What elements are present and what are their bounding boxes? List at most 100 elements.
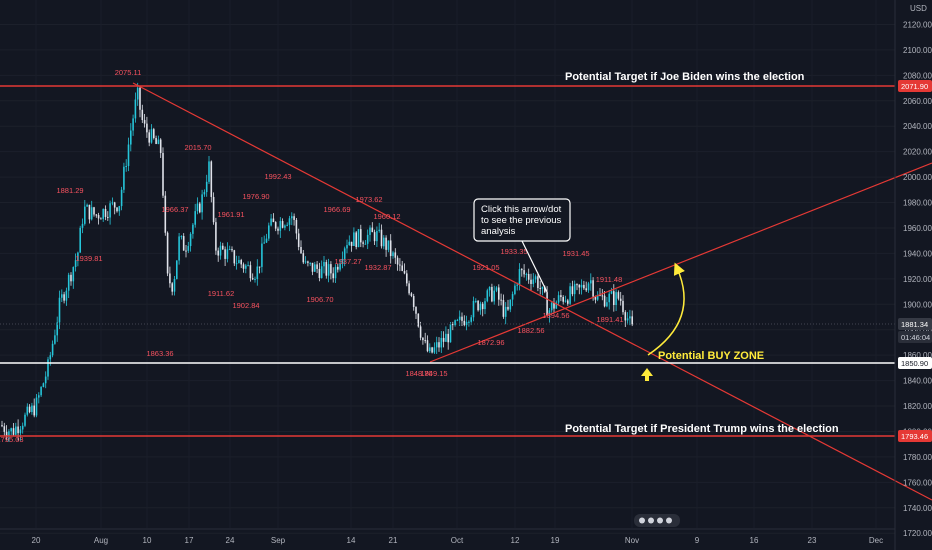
peak-label: 1921.05 bbox=[472, 263, 499, 272]
candle-body bbox=[564, 300, 567, 302]
time-tick-label: 21 bbox=[389, 536, 398, 545]
candle-body bbox=[194, 211, 196, 225]
candle-body bbox=[272, 218, 275, 223]
analysis-callout[interactable]: Click this arrow/dot to see the previous… bbox=[473, 198, 571, 293]
candle-body bbox=[406, 273, 408, 284]
candle-body bbox=[182, 236, 185, 251]
last-price-tag-text: 1881.34 bbox=[901, 320, 928, 329]
candle-body bbox=[215, 222, 217, 251]
candle-body bbox=[109, 203, 111, 218]
price-tick-label: 1780.00 bbox=[903, 453, 932, 462]
candle-body bbox=[452, 323, 454, 326]
time-tick-label: Nov bbox=[625, 536, 639, 545]
price-tick-label: 1820.00 bbox=[903, 402, 932, 411]
price-tick-label: 2040.00 bbox=[903, 122, 932, 131]
candle-body bbox=[286, 224, 288, 226]
trump-target-tag-text: 1793.46 bbox=[901, 432, 928, 441]
candle-body bbox=[295, 219, 298, 234]
candle-body bbox=[297, 233, 300, 248]
candle-body bbox=[24, 414, 26, 426]
candle-body bbox=[410, 293, 413, 296]
candle-body bbox=[472, 300, 475, 318]
candle-body bbox=[208, 161, 210, 182]
candle-body bbox=[583, 284, 585, 289]
candle-body bbox=[576, 284, 578, 286]
candle-body bbox=[77, 252, 79, 261]
candle-body bbox=[258, 266, 261, 268]
candle-body bbox=[51, 343, 54, 356]
candle-body bbox=[240, 260, 242, 265]
candle-body bbox=[86, 204, 88, 207]
candle-body bbox=[419, 326, 422, 338]
candle-body bbox=[447, 333, 449, 343]
price-axis[interactable]: 1720.001740.001760.001780.001800.001820.… bbox=[903, 20, 932, 538]
candle-body bbox=[521, 269, 523, 271]
time-tick-label: 16 bbox=[750, 536, 759, 545]
time-tick-label: 10 bbox=[143, 536, 152, 545]
candle-body bbox=[422, 337, 424, 341]
candles bbox=[1, 82, 633, 442]
candle-body bbox=[120, 189, 123, 207]
price-tick-label: 1900.00 bbox=[903, 300, 932, 309]
candle-body bbox=[544, 286, 546, 293]
candle-body bbox=[166, 232, 169, 274]
candle-body bbox=[19, 429, 22, 434]
candle-body bbox=[235, 263, 238, 265]
candle-body bbox=[233, 250, 236, 264]
candle-body bbox=[537, 276, 539, 289]
uptrend-line[interactable] bbox=[429, 162, 932, 363]
candle-body bbox=[281, 221, 284, 228]
candle-body bbox=[415, 306, 417, 314]
candle-body bbox=[562, 296, 564, 302]
time-axis[interactable]: 20 Aug 10 17 24 Sep 14 21 Oct 12 19 Nov 9 16 23 Dec bbox=[32, 536, 884, 545]
peak-labels: 2075.11 2015.70 1992.43 1976.90 1973.62 1966.… bbox=[0, 68, 624, 444]
downtrend-line[interactable] bbox=[132, 82, 932, 501]
candle-body bbox=[159, 139, 162, 153]
candle-body bbox=[28, 406, 31, 413]
candle-body bbox=[341, 258, 344, 264]
candle-body bbox=[38, 395, 40, 398]
candle-body bbox=[493, 290, 495, 302]
candle-body bbox=[389, 240, 392, 257]
candle-body bbox=[539, 288, 541, 290]
candle-body bbox=[601, 295, 604, 297]
candle-body bbox=[56, 322, 58, 336]
buy-zone-up-arrow-icon[interactable] bbox=[641, 368, 653, 381]
candle-body bbox=[304, 261, 307, 263]
candle-body bbox=[525, 274, 528, 276]
candle-body bbox=[180, 236, 183, 238]
candle-body bbox=[631, 316, 633, 325]
peak-label: 1863.36 bbox=[146, 349, 173, 358]
peak-label: 1872.96 bbox=[477, 338, 504, 347]
price-tick-label: 2020.00 bbox=[903, 148, 932, 157]
candle-body bbox=[171, 283, 173, 292]
support-tag-text: 1850.90 bbox=[901, 359, 928, 368]
candle-body bbox=[210, 161, 213, 197]
candle-body bbox=[311, 262, 314, 272]
peak-label: 1992.43 bbox=[264, 172, 291, 181]
callout-pointer bbox=[521, 240, 548, 293]
callout-line-3: analysis bbox=[481, 226, 516, 237]
candle-body bbox=[279, 221, 282, 231]
candle-body bbox=[173, 279, 176, 292]
candle-body bbox=[337, 266, 339, 270]
candle-body bbox=[523, 270, 525, 275]
biden-annotation: Potential Target if Joe Biden wins the e… bbox=[565, 71, 805, 83]
candle-body bbox=[332, 273, 334, 279]
time-tick-label: 23 bbox=[808, 536, 817, 545]
biden-target-tag: 2071.90 bbox=[898, 80, 932, 92]
candle-body bbox=[408, 283, 410, 294]
candle-body bbox=[569, 286, 571, 304]
candle-body bbox=[217, 250, 219, 256]
plot-area[interactable] bbox=[0, 0, 895, 528]
candle-body bbox=[102, 208, 104, 219]
candle-body bbox=[445, 333, 447, 342]
candle-body bbox=[470, 317, 472, 322]
price-tick-label: 2000.00 bbox=[903, 173, 932, 182]
candle-body bbox=[40, 386, 42, 396]
candle-body bbox=[178, 236, 180, 261]
candle-body bbox=[596, 295, 599, 300]
candle-body bbox=[514, 285, 516, 295]
candle-body bbox=[231, 249, 233, 251]
projection-arrow[interactable] bbox=[647, 262, 685, 356]
